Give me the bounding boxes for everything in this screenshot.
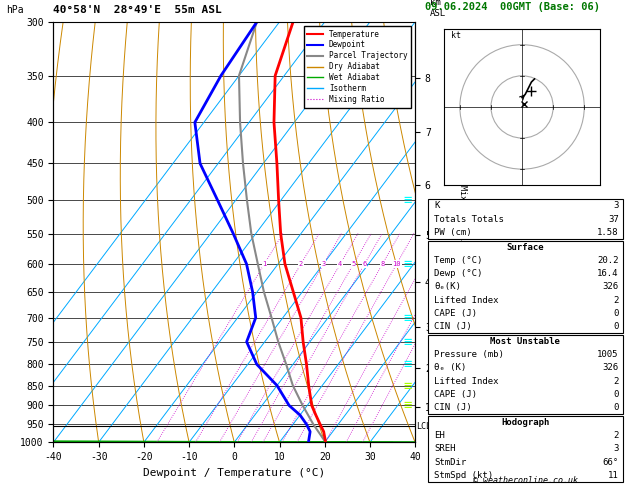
Bar [428,335,623,414]
Text: 4: 4 [338,261,342,267]
Text: ≡: ≡ [403,399,411,413]
Text: Surface: Surface [506,243,544,252]
Text: 326: 326 [603,282,619,292]
Text: 1.58: 1.58 [597,228,619,237]
Text: hPa: hPa [6,5,24,15]
Text: CAPE (J): CAPE (J) [434,309,477,318]
Text: © weatheronline.co.uk: © weatheronline.co.uk [473,475,577,485]
Text: kt: kt [450,32,460,40]
X-axis label: Dewpoint / Temperature (°C): Dewpoint / Temperature (°C) [143,468,325,478]
Text: StmDir: StmDir [434,458,466,467]
Text: θₑ(K): θₑ(K) [434,282,461,292]
Text: km
ASL: km ASL [430,0,446,17]
Text: ≡: ≡ [403,357,411,371]
Text: Temp (°C): Temp (°C) [434,256,482,265]
Text: 16.4: 16.4 [597,269,619,278]
Text: 6: 6 [362,261,367,267]
Text: 3: 3 [613,444,619,453]
Bar [428,199,623,239]
Text: ≡: ≡ [403,379,411,393]
Text: Hodograph: Hodograph [501,418,549,427]
Legend: Temperature, Dewpoint, Parcel Trajectory, Dry Adiabat, Wet Adiabat, Isotherm, Mi: Temperature, Dewpoint, Parcel Trajectory… [304,26,411,108]
Text: ≡: ≡ [403,311,411,325]
Text: CIN (J): CIN (J) [434,322,472,331]
Text: CAPE (J): CAPE (J) [434,390,477,399]
Text: 20.2: 20.2 [597,256,619,265]
Text: ≡: ≡ [403,257,411,271]
Text: LCL: LCL [416,422,431,431]
Text: 0: 0 [613,403,619,412]
Text: 2: 2 [613,295,619,305]
Text: 10: 10 [392,261,401,267]
Text: 37: 37 [608,215,619,224]
Text: K: K [434,201,439,210]
Text: 5: 5 [352,261,355,267]
Text: Lifted Index: Lifted Index [434,295,498,305]
Text: Mixing Ratio (g/kg): Mixing Ratio (g/kg) [458,185,467,279]
Text: 1: 1 [262,261,267,267]
Text: Lifted Index: Lifted Index [434,377,498,386]
Bar [428,241,623,333]
Text: 09.06.2024  00GMT (Base: 06): 09.06.2024 00GMT (Base: 06) [425,2,599,13]
Text: 3: 3 [613,201,619,210]
Text: Pressure (mb): Pressure (mb) [434,350,504,359]
Text: StmSpd (kt): StmSpd (kt) [434,471,493,480]
Bar [428,416,623,482]
Text: CIN (J): CIN (J) [434,403,472,412]
Text: Dewp (°C): Dewp (°C) [434,269,482,278]
Text: EH: EH [434,431,445,440]
Text: 1005: 1005 [597,350,619,359]
Text: ≡: ≡ [403,193,411,207]
Text: 3: 3 [321,261,326,267]
Text: 0: 0 [613,390,619,399]
Text: 2: 2 [613,431,619,440]
Text: 2: 2 [299,261,303,267]
Text: 40°58'N  28°49'E  55m ASL: 40°58'N 28°49'E 55m ASL [53,5,222,15]
Text: PW (cm): PW (cm) [434,228,472,237]
Text: θₑ (K): θₑ (K) [434,364,466,372]
Text: Most Unstable: Most Unstable [490,337,560,346]
Text: 326: 326 [603,364,619,372]
Text: 2: 2 [613,377,619,386]
Text: 0: 0 [613,322,619,331]
Text: Totals Totals: Totals Totals [434,215,504,224]
Text: 0: 0 [613,309,619,318]
Text: ≡: ≡ [403,335,411,349]
Text: 66°: 66° [603,458,619,467]
Text: SREH: SREH [434,444,455,453]
Text: 11: 11 [608,471,619,480]
Text: 8: 8 [381,261,384,267]
